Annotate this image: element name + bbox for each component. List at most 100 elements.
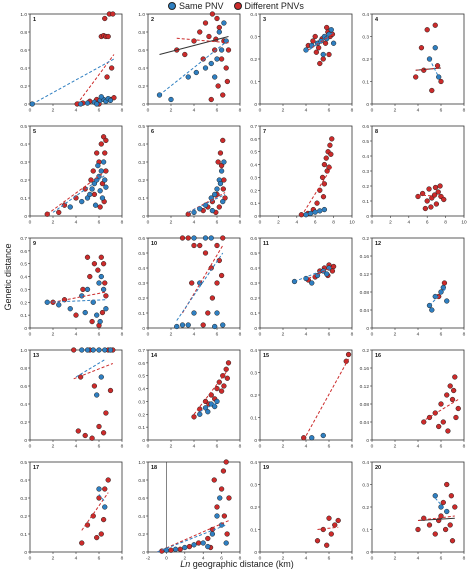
y-tick-label: 0.6 (138, 496, 145, 502)
y-tick-label: 0 (24, 102, 27, 108)
point-different-pnv (324, 24, 330, 31)
panel-6: 0 0.1 0.2 0.3 0.4 0.5 0 2 4 6 8 6 (138, 124, 241, 226)
point-different-pnv (177, 546, 183, 552)
panel-frame (29, 349, 123, 441)
point-different-pnv (200, 56, 206, 62)
point-same-pnv (220, 198, 226, 205)
x-tick-label: 6 (328, 444, 331, 450)
point-different-pnv (322, 40, 329, 46)
point-different-pnv (105, 33, 111, 40)
point-same-pnv (221, 159, 227, 165)
y-tick-label: 0 (366, 326, 369, 332)
y-tick-label: 0.4 (20, 142, 27, 148)
trendline-different-pnv (417, 194, 444, 197)
point-different-pnv (320, 526, 326, 533)
y-tick-label: 0.4 (250, 12, 257, 18)
y-tick-label: 0.6 (250, 137, 257, 143)
point-same-pnv (96, 347, 102, 353)
y-tick-label: 0.8 (138, 30, 145, 36)
point-different-pnv (432, 184, 439, 191)
point-different-pnv (202, 20, 209, 26)
x-tick-label: 0 (147, 108, 150, 114)
trendline-same-pnv (305, 209, 325, 216)
x-tick-label: 4 (75, 108, 78, 114)
point-different-pnv (324, 542, 330, 548)
y-tick-label: 0.2 (138, 412, 145, 418)
point-different-pnv (186, 543, 193, 550)
legend-label-same: Same PNV (179, 0, 224, 11)
x-tick-label: 0 (371, 108, 374, 114)
point-different-pnv (445, 428, 451, 434)
point-different-pnv (168, 547, 174, 553)
panel-number: 16 (375, 353, 381, 359)
y-tick-label: 0.4 (138, 66, 145, 72)
panel-number: 12 (375, 241, 381, 247)
point-same-pnv (220, 322, 226, 328)
point-different-pnv (438, 78, 444, 85)
y-tick-label: 0.3 (138, 281, 145, 287)
panel-15: 0 0.1 0.2 0.3 0.4 0 2 4 6 8 15 (250, 348, 353, 450)
point-same-pnv (90, 347, 96, 353)
point-different-pnv (80, 286, 86, 293)
point-different-pnv (214, 242, 220, 249)
y-tick-label: 0.4 (20, 402, 27, 408)
point-different-pnv (110, 11, 116, 17)
point-same-pnv (218, 47, 225, 53)
point-same-pnv (79, 198, 85, 205)
x-tick-label: 8 (239, 332, 242, 338)
trendline-same-pnv (434, 497, 448, 512)
y-tick-label: 0.2 (250, 505, 257, 511)
x-axis-label-rest: geographic distance (km) (190, 559, 294, 569)
x-tick-label: 0 (371, 556, 374, 562)
point-different-pnv (218, 486, 225, 492)
y-tick-label: 0.2 (250, 296, 257, 302)
y-tick-label: 1.0 (20, 12, 27, 18)
point-same-pnv (214, 56, 220, 62)
point-different-pnv (97, 204, 103, 210)
legend: Same PNV Different PNVs (168, 0, 314, 11)
x-tick-label: 8 (239, 444, 242, 450)
x-tick-label: 8 (332, 220, 335, 226)
trendline-same-pnv (199, 402, 218, 413)
point-same-pnv (174, 323, 180, 330)
panel-11: 0 0.1 0.2 0.3 0.4 0.5 0.6 0 2 4 6 8 11 (250, 236, 353, 338)
x-tick-label: 4 (407, 220, 410, 226)
point-different-pnv (200, 322, 206, 328)
point-different-pnv (71, 347, 77, 353)
y-tick-label: 0 (254, 550, 257, 556)
x-tick-label: 6 (328, 108, 331, 114)
y-tick-label: 0.5 (138, 374, 145, 380)
point-same-pnv (95, 162, 101, 169)
point-different-pnv (202, 250, 209, 256)
y-tick-label: 0 (254, 438, 257, 444)
point-different-pnv (313, 49, 320, 55)
trendline-same-pnv (32, 58, 115, 105)
y-tick-label: 0.6 (20, 384, 27, 390)
panel-19: 0 0.1 0.2 0.3 0.4 0 2 4 6 8 19 (250, 460, 353, 562)
y-tick-label: 0.2 (138, 178, 145, 184)
point-different-pnv (415, 526, 421, 533)
point-different-pnv (434, 63, 441, 69)
y-tick-label: 0 (142, 550, 145, 556)
x-tick-label: 2 (170, 332, 173, 338)
point-same-pnv (82, 309, 88, 316)
x-tick-label: 4 (202, 556, 205, 562)
point-same-pnv (217, 180, 224, 187)
point-different-pnv (221, 513, 228, 519)
x-tick-label: 8 (444, 220, 447, 226)
point-different-pnv (444, 481, 450, 488)
panel-number: 11 (263, 241, 269, 247)
y-tick-label: 0.04 (360, 420, 370, 426)
x-tick-label: 0 (371, 220, 374, 226)
legend-marker-different (233, 1, 242, 10)
y-tick-label: 0.1 (362, 528, 369, 534)
y-tick-label: 0.5 (138, 124, 145, 130)
point-same-pnv (103, 184, 109, 190)
y-tick-label: 0.3 (362, 169, 369, 175)
panel-number: 20 (375, 465, 381, 471)
x-tick-label: 2 (277, 220, 280, 226)
x-tick-label: 2 (183, 556, 186, 562)
point-same-pnv (77, 101, 84, 107)
legend-marker-same (168, 1, 176, 10)
y-tick-label: 0.5 (20, 460, 27, 466)
